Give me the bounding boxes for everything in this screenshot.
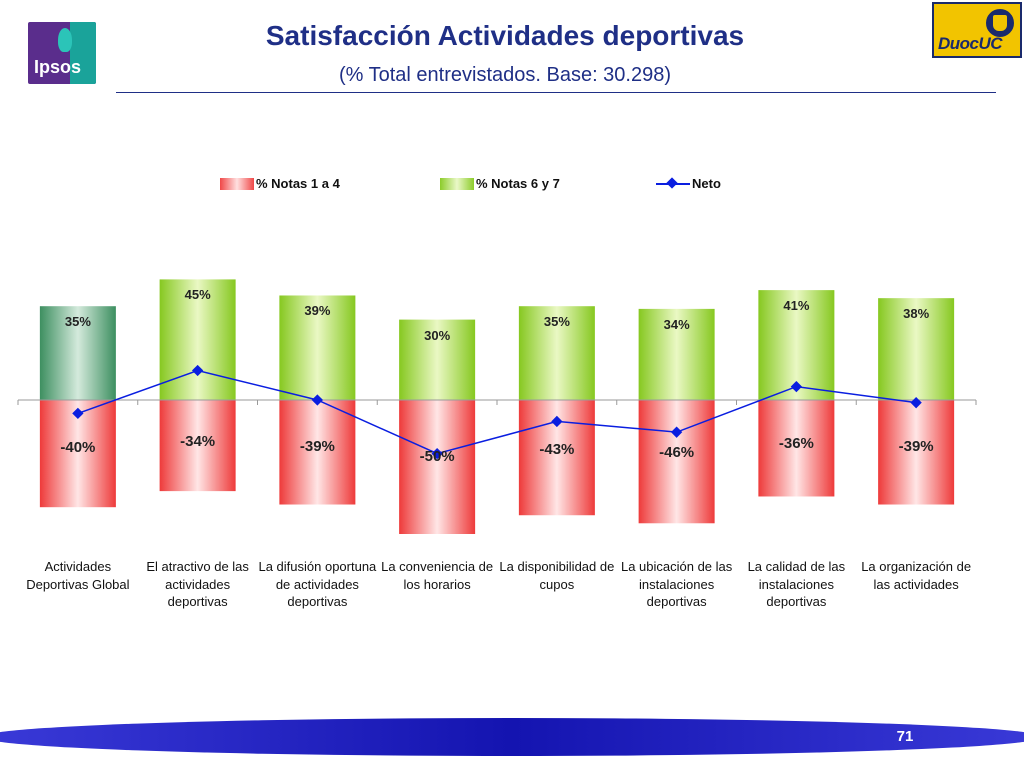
data-label-notas-1-4: -34% (180, 432, 216, 450)
data-label-notas-1-4: -50% (419, 448, 455, 466)
neto-point (790, 380, 803, 393)
bar-notas-1-4 (399, 400, 476, 534)
neto-point (670, 426, 683, 438)
data-label-notas-1-4: -39% (898, 437, 934, 455)
data-label-notas-6-7: 45% (184, 287, 211, 303)
legend-item-notas-6-7: % Notas 6 y 7 (440, 176, 560, 191)
data-label-notas-6-7: 34% (663, 316, 690, 332)
legend-item-neto: Neto (656, 176, 721, 191)
neto-line (77, 369, 917, 455)
neto-point (311, 394, 324, 406)
footer-band (0, 718, 1024, 756)
title-divider (116, 92, 996, 93)
data-label-notas-6-7: 35% (543, 314, 570, 330)
bar-notas-6-7 (878, 298, 955, 400)
neto-point (191, 364, 204, 377)
bar-notas-6-7 (638, 308, 715, 400)
bar-notas-6-7 (39, 306, 116, 400)
data-label-notas-6-7: 41% (783, 298, 810, 314)
duoc-logo-text: DuocUC (938, 34, 1003, 53)
bar-notas-1-4 (638, 400, 715, 524)
page-title: Satisfacción Actividades deportivas (265, 20, 745, 51)
data-label-notas-6-7: 39% (304, 303, 331, 319)
bar-notas-6-7 (399, 319, 476, 400)
x-tick-label: El atractivo de las actividades deportiv… (146, 559, 249, 609)
x-tick-label: La difusión oportuna de actividades depo… (258, 559, 377, 609)
ipsos-logo-text: Ipsos (34, 57, 82, 77)
page-subtitle: (% Total entrevistados. Base: 30.298) (338, 64, 672, 86)
data-label-notas-1-4: -40% (60, 438, 96, 456)
x-tick-label: La conveniencia de los horarios (381, 559, 494, 592)
page-number: 71 (896, 728, 914, 745)
legend-swatch-green (440, 177, 474, 190)
x-tick-label: La organización de las actividades (861, 559, 972, 592)
ipsos-logo: Ipsos (28, 22, 96, 84)
duoc-seal-icon (984, 7, 1016, 39)
legend-label: Neto (692, 176, 721, 191)
data-label-notas-6-7: 30% (424, 327, 451, 343)
data-label-notas-6-7: 35% (64, 314, 91, 330)
bar-notas-1-4 (878, 400, 955, 505)
bar-notas-1-4 (279, 400, 356, 505)
legend-swatch-red (220, 177, 254, 190)
x-tick-label: La disponibilidad de cupos (499, 559, 615, 592)
bar-notas-1-4 (758, 400, 835, 497)
legend-line-marker-icon (656, 178, 690, 190)
data-label-notas-1-4: -43% (539, 441, 575, 459)
x-tick-label: La ubicación de las instalaciones deport… (620, 559, 733, 609)
x-tick-label: La calidad de las instalaciones deportiv… (747, 559, 846, 609)
neto-point (431, 447, 443, 460)
data-label-notas-1-4: -36% (778, 434, 814, 452)
data-label-notas-6-7: 38% (903, 306, 930, 322)
data-label-notas-1-4: -39% (299, 437, 335, 455)
neto-point (551, 415, 563, 428)
bar-notas-6-7 (518, 306, 595, 400)
neto-point (910, 397, 922, 409)
bar-notas-6-7 (279, 295, 356, 400)
legend-label: % Notas 1 a 4 (256, 176, 340, 191)
data-label-notas-1-4: -46% (659, 444, 695, 462)
legend-label: % Notas 6 y 7 (476, 176, 560, 191)
legend-item-notas-1-4: % Notas 1 a 4 (220, 176, 340, 191)
x-tick-label: Actividades Deportivas Global (26, 559, 130, 592)
bar-notas-1-4 (159, 400, 236, 492)
duoc-logo: DuocUC (932, 2, 1022, 58)
